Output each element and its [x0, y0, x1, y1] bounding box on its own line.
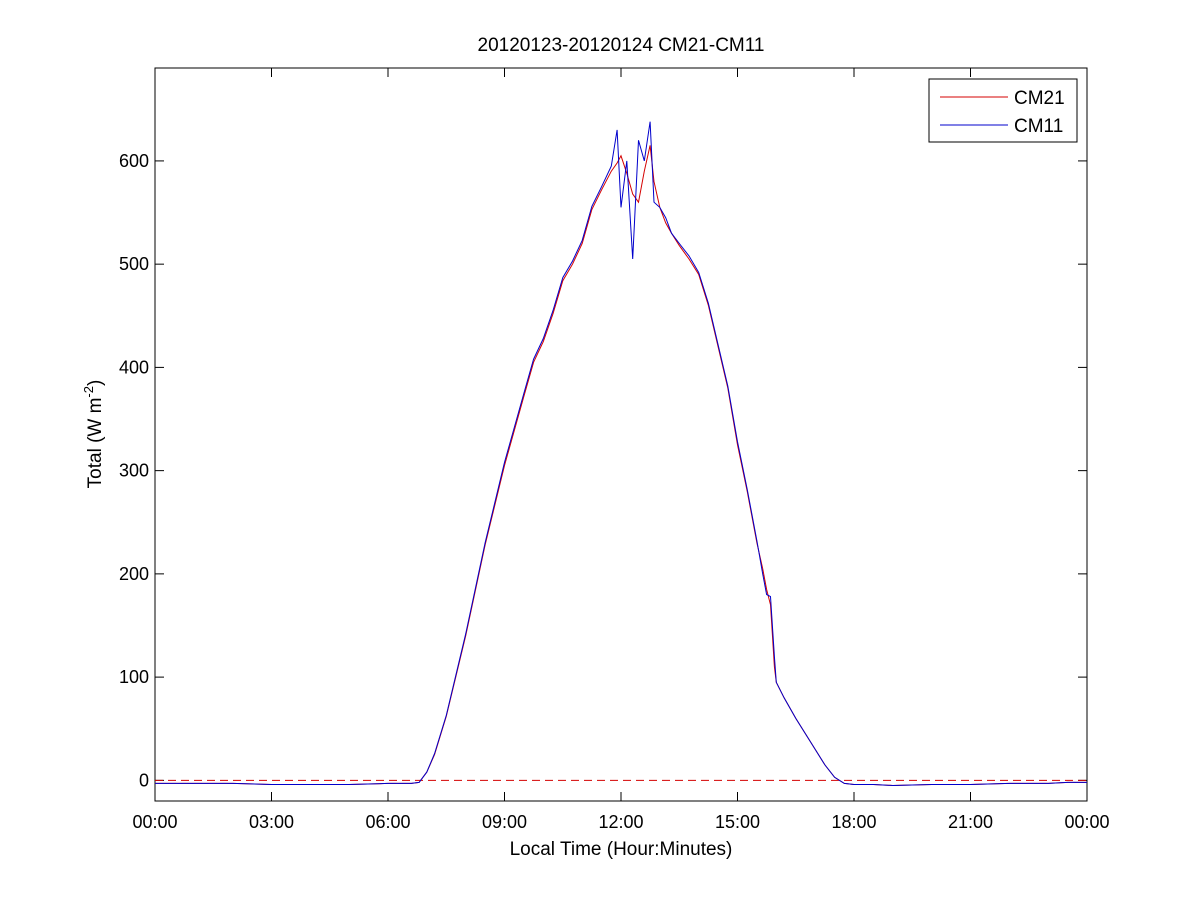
legend-label-cm11: CM11 [1014, 116, 1063, 137]
y-tick-label: 100 [119, 667, 149, 687]
x-tick-label: 12:00 [598, 812, 643, 832]
y-axis-title: Total (W m-2) [81, 380, 106, 489]
x-tick-label: 03:00 [249, 812, 294, 832]
x-tick-label: 18:00 [831, 812, 876, 832]
y-tick-label: 500 [119, 254, 149, 274]
x-tick-label: 00:00 [132, 812, 177, 832]
x-tick-label: 09:00 [482, 812, 527, 832]
legend: CM21 CM11 [928, 78, 1078, 143]
axis-tick-labels: 00:00 03:00 06:00 09:00 12:00 15:00 18:00 21:00… [119, 151, 1110, 832]
x-axis-title: Local Time (Hour:Minutes) [510, 839, 733, 860]
x-tick-label: 15:00 [715, 812, 760, 832]
x-tick-label: 21:00 [948, 812, 993, 832]
y-tick-label: 600 [119, 151, 149, 171]
series-lines [155, 121, 1087, 787]
plot-area [154, 67, 1088, 802]
y-tick-label: 200 [119, 564, 149, 584]
y-axis-title-main: Total (W m [85, 398, 106, 489]
x-tick-label: 00:00 [1064, 812, 1109, 832]
y-axis-title-superscript: -2 [81, 386, 96, 398]
chart-title: 20120123-20120124 CM21-CM11 [478, 35, 765, 56]
legend-label-cm21: CM21 [1014, 88, 1065, 109]
legend-box [928, 78, 1078, 143]
y-axis-title-close: ) [85, 380, 106, 386]
x-tick-label: 06:00 [365, 812, 410, 832]
series-line-cm11 [155, 121, 1087, 787]
y-tick-label: 0 [139, 770, 149, 790]
y-tick-label: 300 [119, 461, 149, 481]
y-tick-label: 400 [119, 357, 149, 377]
